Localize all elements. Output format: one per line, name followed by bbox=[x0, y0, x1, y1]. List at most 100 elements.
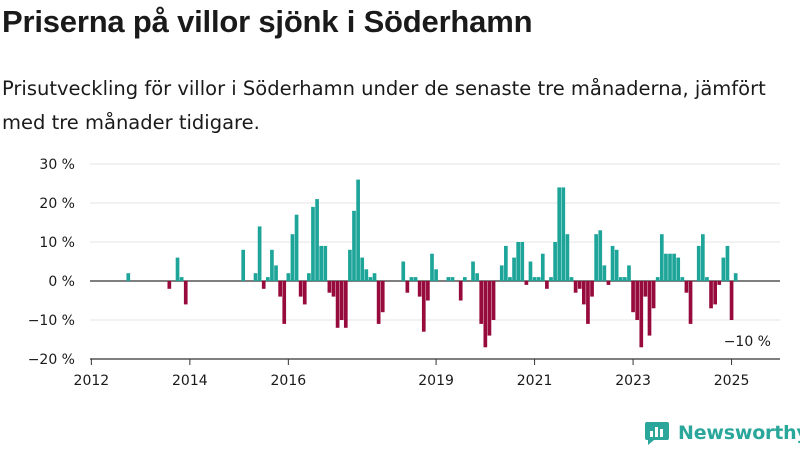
bar-positive bbox=[504, 245, 508, 281]
bar-negative bbox=[647, 281, 652, 336]
bar-positive bbox=[368, 277, 373, 281]
bar-negative bbox=[183, 281, 188, 305]
bar-negative bbox=[405, 281, 410, 293]
bar-negative bbox=[631, 281, 635, 313]
bar-negative bbox=[261, 281, 266, 289]
bar-negative bbox=[635, 281, 640, 320]
bar-negative bbox=[376, 281, 381, 324]
bar-positive bbox=[319, 245, 324, 281]
x-tick-label: 2019 bbox=[418, 373, 454, 389]
bar-negative bbox=[302, 281, 307, 305]
bar-positive bbox=[356, 179, 360, 281]
bar-positive bbox=[311, 206, 315, 281]
bar-positive bbox=[721, 257, 726, 281]
bar-negative bbox=[590, 281, 594, 297]
bar-negative bbox=[331, 281, 336, 297]
bar-positive bbox=[307, 273, 311, 281]
bar-positive bbox=[471, 261, 475, 281]
bar-positive bbox=[430, 253, 434, 281]
y-tick-label: 30 % bbox=[39, 157, 75, 173]
bar-positive bbox=[733, 273, 738, 281]
bar-positive bbox=[475, 273, 479, 281]
bar-negative bbox=[343, 281, 348, 328]
bar-negative bbox=[167, 281, 172, 289]
bar-negative bbox=[643, 281, 648, 297]
bar-positive bbox=[520, 242, 525, 281]
newsworthy-logo-icon bbox=[645, 422, 669, 445]
brand-name: Newsworthy bbox=[678, 422, 800, 444]
bar-positive bbox=[557, 187, 562, 281]
chart-title: Priserna på villor sjönk i Söderhamn bbox=[2, 4, 533, 39]
bar-positive bbox=[664, 253, 668, 281]
x-tick-label: 2025 bbox=[714, 373, 750, 389]
bar-negative bbox=[278, 281, 282, 297]
bar-negative bbox=[380, 281, 385, 313]
bar-positive bbox=[696, 245, 701, 281]
bar-positive bbox=[705, 277, 709, 281]
bar-positive bbox=[364, 269, 369, 281]
bar-negative bbox=[639, 281, 644, 348]
y-tick-label: 0 % bbox=[48, 274, 75, 290]
gridlines bbox=[90, 163, 780, 321]
bar-negative bbox=[335, 281, 340, 328]
bar-positive bbox=[528, 261, 533, 281]
bar-positive bbox=[659, 234, 664, 281]
bar-negative bbox=[524, 281, 529, 285]
bar-positive bbox=[725, 245, 730, 281]
bar-positive bbox=[175, 257, 180, 281]
bar-negative bbox=[729, 281, 734, 320]
x-tick-label: 2021 bbox=[517, 373, 553, 389]
bar-positive bbox=[508, 277, 512, 281]
bar-positive bbox=[372, 273, 377, 281]
bar-positive bbox=[450, 277, 455, 281]
bar-negative bbox=[581, 281, 586, 305]
bar-positive bbox=[569, 277, 574, 281]
bar-negative bbox=[417, 281, 422, 297]
bar-positive bbox=[516, 242, 521, 281]
bar-negative bbox=[545, 281, 549, 289]
bar-positive bbox=[701, 234, 705, 281]
bar-positive bbox=[290, 234, 295, 281]
bar-positive bbox=[680, 277, 685, 281]
bar-positive bbox=[315, 199, 319, 281]
bar-negative bbox=[483, 281, 488, 348]
bar-positive bbox=[348, 249, 352, 281]
bar-positive bbox=[179, 277, 184, 281]
bar-negative bbox=[709, 281, 713, 309]
bar-negative bbox=[327, 281, 332, 293]
bar-negative bbox=[573, 281, 578, 293]
bar-positive bbox=[257, 226, 262, 281]
y-tick-label: −20 % bbox=[28, 352, 75, 368]
bar-negative bbox=[339, 281, 344, 320]
bar-negative bbox=[577, 281, 582, 289]
bar-positive bbox=[676, 257, 681, 281]
bar-positive bbox=[623, 277, 627, 281]
bar-positive bbox=[323, 245, 328, 281]
last-value-label: −10 % bbox=[724, 334, 771, 350]
bar-positive bbox=[536, 277, 541, 281]
bar-positive bbox=[553, 242, 557, 281]
bar-positive bbox=[655, 277, 660, 281]
bar-positive bbox=[294, 214, 299, 281]
bar-positive bbox=[413, 277, 418, 281]
bar-positive bbox=[598, 230, 603, 281]
bar-positive bbox=[565, 234, 570, 281]
bar-negative bbox=[688, 281, 693, 324]
bar-positive bbox=[610, 245, 615, 281]
bar-negative bbox=[684, 281, 689, 293]
bar-negative bbox=[717, 281, 722, 285]
bar-positive bbox=[602, 265, 607, 281]
chart-subtitle: Prisutveckling för villor i Söderhamn un… bbox=[2, 77, 766, 134]
bar-positive bbox=[274, 265, 278, 281]
bar-chart: 30 %20 %10 %0 %−10 %−20 % 2012 2014 2016 20… bbox=[28, 157, 780, 389]
bar-positive bbox=[614, 249, 619, 281]
bar-negative bbox=[487, 281, 492, 336]
bar-positive bbox=[672, 253, 676, 281]
bar-positive bbox=[126, 273, 131, 281]
bar-positive bbox=[253, 273, 258, 281]
bar-negative bbox=[651, 281, 656, 309]
bars bbox=[126, 179, 738, 348]
y-tick-label: 20 % bbox=[39, 196, 75, 212]
bar-positive bbox=[512, 257, 516, 281]
x-tick-label: 2016 bbox=[271, 373, 307, 389]
